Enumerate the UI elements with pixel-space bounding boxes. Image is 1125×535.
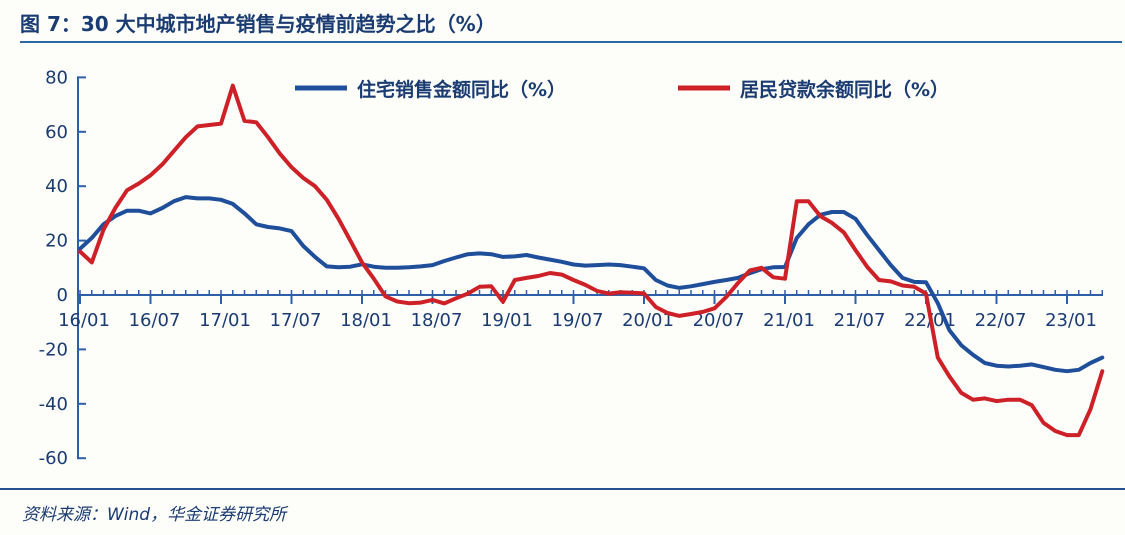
- x-tick-label: 16/07: [129, 310, 181, 331]
- series-line-1: [78, 83, 1105, 438]
- y-tick-label: 40: [45, 176, 68, 197]
- x-tick-label: 20/07: [693, 310, 745, 331]
- x-tick-label: 18/01: [340, 310, 392, 331]
- x-tick-label: 22/07: [975, 310, 1027, 331]
- x-tick-label: 21/07: [834, 310, 886, 331]
- footer-divider: [0, 488, 1125, 490]
- series-line-0: [78, 195, 1105, 374]
- chart-title: 图 7：30 大中城市地产销售与疫情前趋势之比（%）: [20, 12, 496, 36]
- x-tick-label: 17/07: [270, 310, 322, 331]
- y-tick-label: -40: [39, 394, 68, 415]
- y-tick-label: 0: [57, 285, 68, 306]
- x-tick-label: 18/07: [411, 310, 463, 331]
- legend-label-1: 居民贷款余额同比（%）: [740, 78, 949, 101]
- x-tick-label: 19/01: [481, 310, 533, 331]
- source-note: 资料来源：Wind，华金证券研究所: [22, 505, 287, 525]
- y-tick-label: 60: [45, 122, 68, 143]
- x-tick-label: 17/01: [199, 310, 251, 331]
- x-tick-label: 20/01: [622, 310, 674, 331]
- title-underline: [20, 41, 1122, 43]
- x-tick-label: 23/01: [1045, 310, 1097, 331]
- legend-label-0: 住宅销售金额同比（%）: [357, 78, 566, 101]
- x-tick-label: 21/01: [763, 310, 815, 331]
- y-tick-label: -60: [39, 448, 68, 469]
- y-tick-label: 20: [45, 231, 68, 252]
- x-tick-label: 19/07: [552, 310, 604, 331]
- x-tick-label: 16/01: [58, 310, 110, 331]
- y-tick-label: -20: [39, 339, 68, 360]
- y-tick-label: 80: [45, 67, 68, 88]
